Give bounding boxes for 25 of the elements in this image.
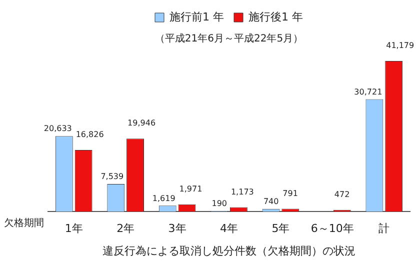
data-label: 30,721 xyxy=(354,87,382,96)
data-label: 1,619 xyxy=(152,194,176,203)
data-label: 41,179 xyxy=(386,41,414,50)
data-label: 7,539 xyxy=(100,172,124,182)
x-tick-label: 3年 xyxy=(168,222,186,236)
data-label: 791 xyxy=(282,188,298,198)
data-label: 19,946 xyxy=(128,118,156,128)
data-label: 20,633 xyxy=(44,124,72,134)
x-tick-label: 1年 xyxy=(64,222,83,236)
data-label: 16,826 xyxy=(76,130,104,140)
text: 違反行為による取消し処分件数（欠格期間）の状況 xyxy=(102,244,356,258)
data-label: 1,971 xyxy=(179,184,202,194)
x-tick-label: 2年 xyxy=(116,222,135,236)
x-tick-label: 6～10年 xyxy=(310,222,354,236)
data-label: 190 xyxy=(212,198,228,208)
x-tick-label: 4年 xyxy=(220,222,238,236)
text: （平成21年6月～平成22年5月） xyxy=(154,32,304,45)
x-axis-title: 欠格期間 xyxy=(4,217,44,230)
data-label: 1,173 xyxy=(230,187,254,196)
x-tick-label: 計 xyxy=(378,222,390,236)
data-label: 740 xyxy=(263,196,279,206)
x-tick-label: 5年 xyxy=(272,222,290,236)
legend-label: 施行前1 年 xyxy=(170,10,224,24)
data-label: 472 xyxy=(334,190,350,199)
legend-label: 施行後1 年 xyxy=(248,10,303,24)
